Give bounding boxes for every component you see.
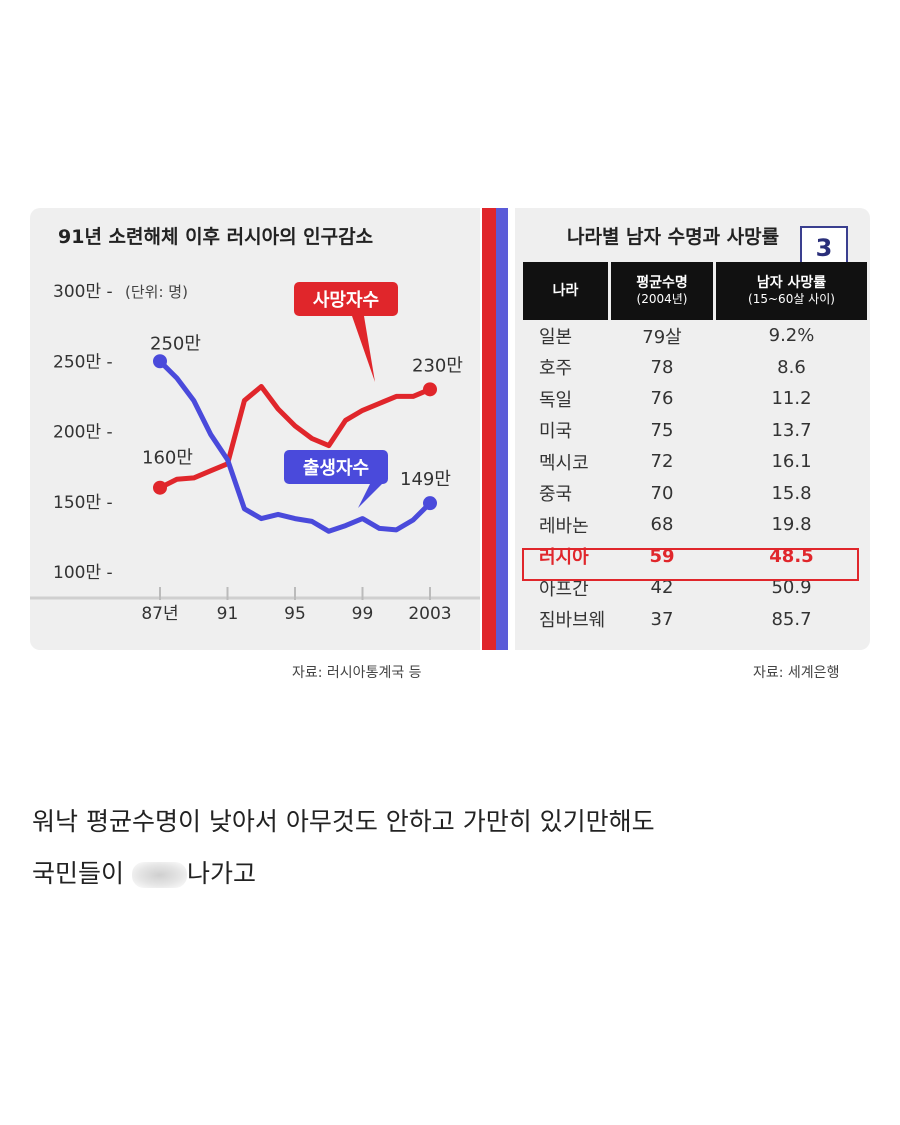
series-end-point [423,496,437,511]
series-end-point [423,382,437,397]
births-callout-box [284,450,388,484]
series-start-point [153,354,167,369]
x-tick-label: 2003 [408,604,451,624]
caption-line-2: 국민들이 나가고 [32,848,872,900]
cell-male-mortality: 8.6 [777,356,806,378]
header-life-expectancy: 평균수명 (2004년) [611,262,713,320]
cell-life-expectancy: 79살 [642,326,682,348]
header-life-expectancy-label: 평균수명 [636,275,688,292]
cell-country: 독일 [539,389,573,411]
cell-male-mortality: 19.8 [771,514,812,536]
censored-blur [131,862,187,888]
divider-red-stripe [482,208,496,650]
chart-panel [30,208,480,650]
table-body: 일본 79살 9.2% 호주 78 8.6 독일 76 11.2 미국 75 13.7 멕시코 72 16.… [523,320,867,635]
chart-source: 자료: 러시아통계국 등 [292,665,422,681]
births-callout-pointer [358,484,382,508]
cell-life-expectancy: 59 [649,545,675,567]
header-country-label: 나라 [552,282,579,299]
cell-life-expectancy: 70 [650,482,674,504]
cell-country: 러시아 [539,547,589,569]
cell-male-mortality: 16.1 [771,451,812,473]
table-title: 나라별 남자 수명과 사망률 [567,226,780,248]
table-row: 독일 76 11.2 [523,383,867,415]
table-row: 호주 78 8.6 [523,352,867,384]
cell-male-mortality: 9.2% [768,325,815,347]
table-header-row: 나라 평균수명 (2004년) 남자 사망률 (15~60살 사이) [523,262,867,320]
header-country: 나라 [523,262,608,320]
table-row: 미국 75 13.7 [523,415,867,447]
cell-country: 짐바브웨 [539,610,606,632]
post-caption: 워낙 평균수명이 낮아서 아무것도 안하고 가만히 있기만해도 국민들이 나가고 [32,796,872,900]
data-label: 149만 [400,469,451,490]
cell-country: 레바논 [539,515,589,537]
caption-line-1: 워낙 평균수명이 낮아서 아무것도 안하고 가만히 있기만해도 [32,807,655,836]
y-tick-label: 200만 - [53,423,113,443]
x-tick-label: 91 [217,604,239,624]
caption-line-2-start: 국민들이 [32,859,132,888]
legend-births: 출생자수 [303,458,369,479]
table-row: 멕시코 72 16.1 [523,446,867,478]
cell-country: 중국 [539,484,573,506]
cell-life-expectancy: 75 [650,419,674,441]
series-start-point [153,480,167,495]
y-tick-label: 100만 - [53,563,113,583]
cell-life-expectancy: 76 [650,388,674,410]
table-row: 아프간 42 50.9 [523,572,867,604]
divider-blue-stripe [496,208,508,650]
cell-country: 아프간 [539,578,589,600]
cell-country: 호주 [539,358,573,380]
table-row: 레바논 68 19.8 [523,509,867,541]
cell-country: 일본 [539,326,573,348]
table-row: 일본 79살 9.2% [523,320,867,352]
cell-life-expectancy: 72 [650,451,674,473]
deaths-callout-pointer [352,316,375,382]
chart-title: 91년 소련해체 이후 러시아의 인구감소 [58,226,374,248]
cell-country: 미국 [539,421,573,443]
caption-line-2-end: 나가고 [186,859,256,888]
y-tick-label: 250만 - [53,352,113,372]
table-row: 중국 70 15.8 [523,478,867,510]
deaths-callout-box [294,282,398,316]
cell-male-mortality: 50.9 [771,577,812,599]
header-male-mortality-range: (15~60살 사이) [748,292,835,307]
x-tick-label: 87년 [141,604,178,624]
header-male-mortality: 남자 사망률 (15~60살 사이) [716,262,867,320]
header-life-expectancy-year: (2004년) [636,292,688,307]
cell-life-expectancy: 37 [650,608,674,630]
x-tick-label: 99 [352,604,374,624]
population-line-chart: 300만 - 250만 - 200만 - 150만 - 100만 - 87년 91 95 99 2… [30,282,480,624]
data-label: 230만 [412,355,463,376]
data-label: 160만 [142,448,193,469]
table-row: 러시아 59 48.5 [523,541,867,573]
cell-male-mortality: 11.2 [771,388,812,410]
cell-country: 멕시코 [539,452,589,474]
cell-male-mortality: 85.7 [771,608,812,630]
header-male-mortality-label: 남자 사망률 [756,275,827,292]
legend-deaths: 사망자수 [313,290,379,311]
births-line [157,358,433,534]
life-expectancy-table: 나라 평균수명 (2004년) 남자 사망률 (15~60살 사이) 일본 79살… [520,262,870,635]
cell-life-expectancy: 42 [650,577,674,599]
cell-male-mortality: 48.5 [769,545,814,567]
cell-life-expectancy: 78 [650,356,674,378]
cell-male-mortality: 15.8 [771,482,812,504]
chart-unit-note: (단위: 명) [125,283,188,301]
data-label: 250만 [150,333,201,354]
x-tick-label: 95 [284,604,306,624]
table-source: 자료: 세계은행 [753,665,840,681]
deaths-line [157,384,433,491]
y-tick-label: 150만 - [53,493,113,513]
cell-male-mortality: 13.7 [771,419,812,441]
y-tick-label: 300만 - [53,282,113,302]
table-row: 짐바브웨 37 85.7 [523,604,867,636]
cell-life-expectancy: 68 [650,514,674,536]
